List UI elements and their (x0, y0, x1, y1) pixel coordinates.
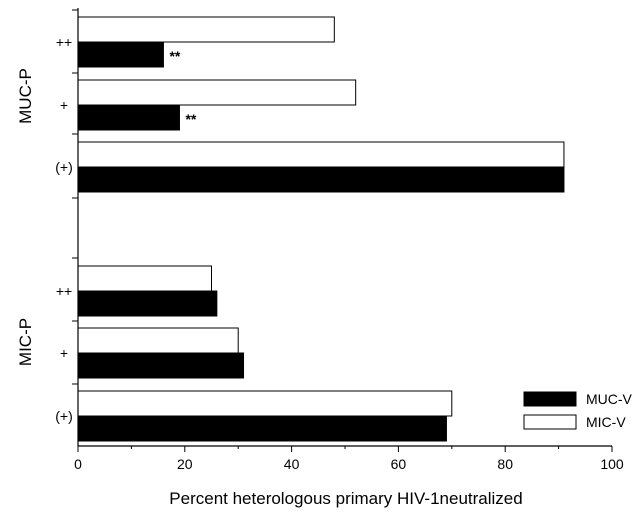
legend-swatch-mic-v (523, 414, 577, 430)
bar-muc-p-mic-v-2 (77, 141, 565, 168)
bar-mic-p-muc-v-2 (77, 415, 447, 442)
category-label: (+) (55, 159, 73, 175)
bar-muc-p-mic-v-0 (77, 16, 335, 43)
bar-muc-p-muc-v-1 (77, 104, 180, 131)
x-tick-label: 40 (284, 456, 300, 472)
x-tick-label: 60 (391, 456, 407, 472)
x-tick-label: 100 (600, 456, 624, 472)
bar-mic-p-mic-v-1 (77, 327, 239, 354)
category-label: + (60, 97, 68, 113)
bar-mic-p-mic-v-0 (77, 265, 212, 292)
bars-layer (77, 16, 565, 442)
category-label: (+) (55, 408, 73, 424)
legend: MUC-V MIC-V (523, 391, 633, 430)
bar-mic-p-mic-v-2 (77, 390, 453, 417)
bar-muc-p-muc-v-2 (77, 166, 565, 193)
bar-mic-p-muc-v-0 (77, 290, 218, 317)
x-tick-label: 20 (177, 456, 193, 472)
legend-label-mic-v: MIC-V (586, 414, 626, 430)
group-label-muc-p: MUC-P (16, 68, 35, 124)
bar-muc-p-mic-v-1 (77, 79, 357, 106)
significance-marker: ** (185, 111, 196, 127)
category-label: + (60, 345, 68, 361)
category-label: ++ (56, 283, 72, 299)
labels-layer: **++**+(+)MUC-P+++(+)MIC-P (16, 34, 197, 424)
x-tick-label: 0 (74, 456, 82, 472)
significance-marker: ** (169, 48, 180, 64)
group-label-mic-p: MIC-P (16, 318, 35, 366)
x-tick-label: 80 (497, 456, 513, 472)
bar-muc-p-muc-v-0 (77, 41, 164, 68)
legend-label-muc-v: MUC-V (586, 391, 633, 407)
category-label: ++ (56, 34, 72, 50)
axes-layer: 0 20 40 60 80 100 Percent heterologous primary… (72, 8, 624, 508)
x-axis-title: Percent heterologous primary HIV-1neutra… (169, 489, 522, 508)
bar-mic-p-muc-v-1 (77, 352, 245, 379)
legend-swatch-muc-v (523, 391, 577, 407)
